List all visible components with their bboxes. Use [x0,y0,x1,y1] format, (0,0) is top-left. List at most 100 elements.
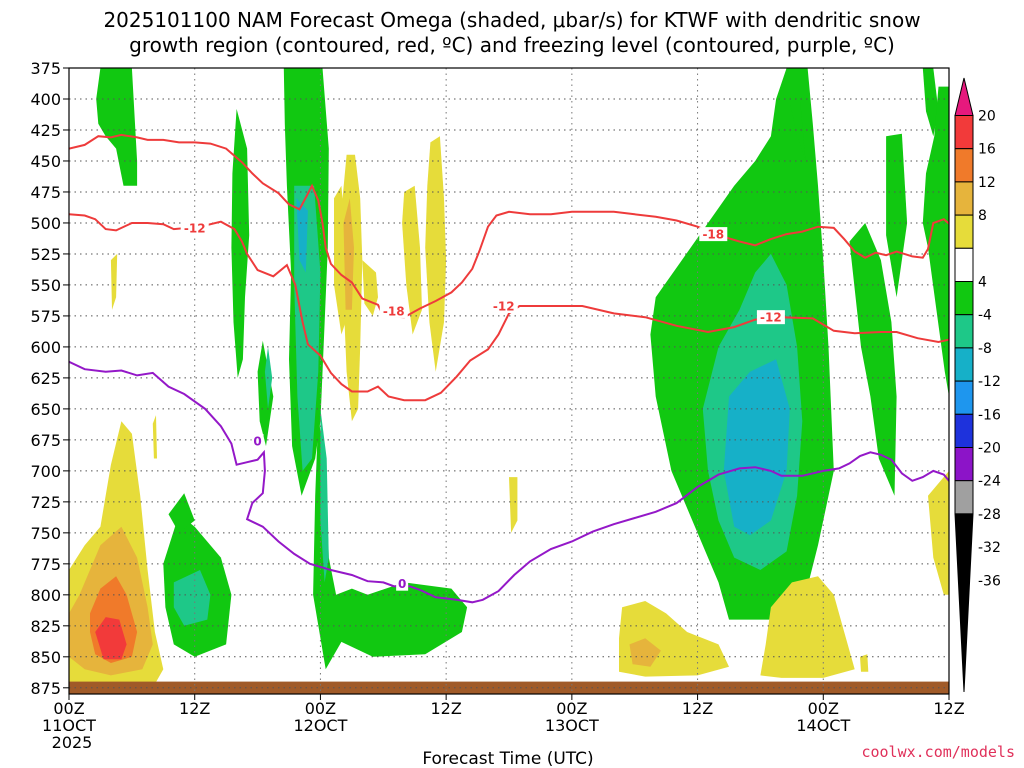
dgz-contour-label-extra-bg [756,310,785,325]
y-tick-label: 400 [30,90,61,109]
plot-area: -12 -18 -12 -12 -18 0 0 [69,68,949,694]
colorbar-label: -8 [978,341,992,357]
freezing-contour-label-bg [396,576,409,591]
x-tick-label: 12OCT [293,716,347,735]
y-tick-label: 600 [30,338,61,357]
colorbar-swatch [954,447,974,482]
dgz-contour-label-extra: -12 [760,311,782,325]
y-tick-label: 800 [30,586,61,605]
colorbar-swatch [954,115,974,150]
omega-region-24 [425,136,447,372]
x-tick-label: 11OCT [42,716,96,735]
colorbar-label: -36 [978,573,1001,589]
y-tick-label: 550 [30,276,61,295]
omega-region-18 [296,198,308,273]
omega-region-11 [922,68,939,137]
y-tick-label: 375 [30,59,61,78]
dgz-contour-label-extra: -12 [493,300,515,314]
colorbar-label: -24 [978,474,1001,490]
omega-region-3 [313,415,468,670]
omega-region-0 [96,68,138,186]
colorbar-label: -28 [978,507,1001,523]
omega-region-31 [928,470,949,595]
y-tick-label: 775 [30,555,61,574]
omega-region-37 [95,617,127,660]
y-tick-label: 650 [30,400,61,419]
y-tick-label: 450 [30,152,61,171]
colorbar-label: -20 [978,441,1001,457]
y-tick-label: 425 [30,121,61,140]
y-tick-label: 700 [30,462,61,481]
x-tick-label: 00Z [556,699,587,718]
omega-region-8 [789,101,806,161]
x-tick-label: 00Z [808,699,839,718]
omega-region-29 [619,601,729,677]
colorbar-label: -4 [978,308,992,324]
omega-region-1 [231,108,250,378]
y-tick-label: 875 [30,679,61,698]
omega-region-35 [629,638,661,667]
freezing-level-contour [69,360,949,604]
x-tick-label: 2025 [52,733,93,752]
y-tick-label: 825 [30,617,61,636]
y-tick-label: 525 [30,245,61,264]
contours: -12 -18 -12 -12 -18 0 0 [69,133,949,604]
x-tick-label: 12Z [430,699,461,718]
x-tick-label: 00Z [53,699,84,718]
y-tick-label: 675 [30,431,61,450]
freezing-contour-label-bg [251,434,264,449]
dgz-contour-label-extra-bg [699,227,728,242]
y-tick-label: 500 [30,214,61,233]
colorbar-swatch [954,148,974,183]
omega-region-16 [173,570,211,626]
omega-region-27 [110,253,118,310]
omega-region-15 [320,408,329,583]
freezing-contour-label: 0 [253,435,261,449]
y-tick-label: 850 [30,648,61,667]
dgz-contour--18 [69,133,949,319]
colorbar-swatch [954,314,974,349]
colorbar-bottom-triangle [954,513,974,693]
omega-region-28 [509,477,518,533]
y-tick-label: 625 [30,369,61,388]
y-tick-label: 575 [30,307,61,326]
omega-region-12 [922,86,949,397]
colorbar-swatch [954,214,974,249]
plot-border [68,67,950,695]
colorbar-swatch [954,347,974,382]
omega-region-23 [402,185,422,335]
colorbar-swatch [954,380,974,415]
x-axis-title: Forecast Time (UTC) [422,749,593,768]
colorbar-label: 16 [978,142,996,158]
dgz-contour-label--12-bg [180,220,209,235]
colorbar-label: 8 [978,208,987,224]
dgz-contour-label-extra-bg [489,299,518,314]
colorbar-label: 12 [978,175,996,191]
gridlines [69,68,949,694]
x-tick-label: 12Z [682,699,713,718]
x-tick-label: 00Z [305,699,336,718]
chart-title-line1: 2025101100 NAM Forecast Omega (shaded, μ… [103,8,920,32]
x-tick-label: 12Z [179,699,210,718]
colorbar-swatch [954,480,974,515]
dgz-contour-label--18-bg [379,303,408,318]
y-tick-label: 475 [30,183,61,202]
omega-region-30 [760,576,855,678]
dgz-contour-label--18: -18 [383,304,405,318]
colorbar-swatch [954,247,974,283]
dgz-contour-label-extra: -18 [702,228,724,242]
colorbar-swatch [954,413,974,448]
omega-region-4 [257,340,274,447]
colorbar-swatch [954,181,974,216]
omega-region-32 [860,654,869,672]
colorbar-swatch [954,281,974,316]
omega-region-9 [886,133,908,298]
chart-title-line2: growth region (contoured, red, ºC) and f… [129,33,895,57]
y-tick-label: 750 [30,524,61,543]
omega-region-14 [264,346,273,409]
colorbar-label: 4 [978,275,987,291]
omega-shading [69,68,949,694]
colorbar-label: -12 [978,374,1001,390]
